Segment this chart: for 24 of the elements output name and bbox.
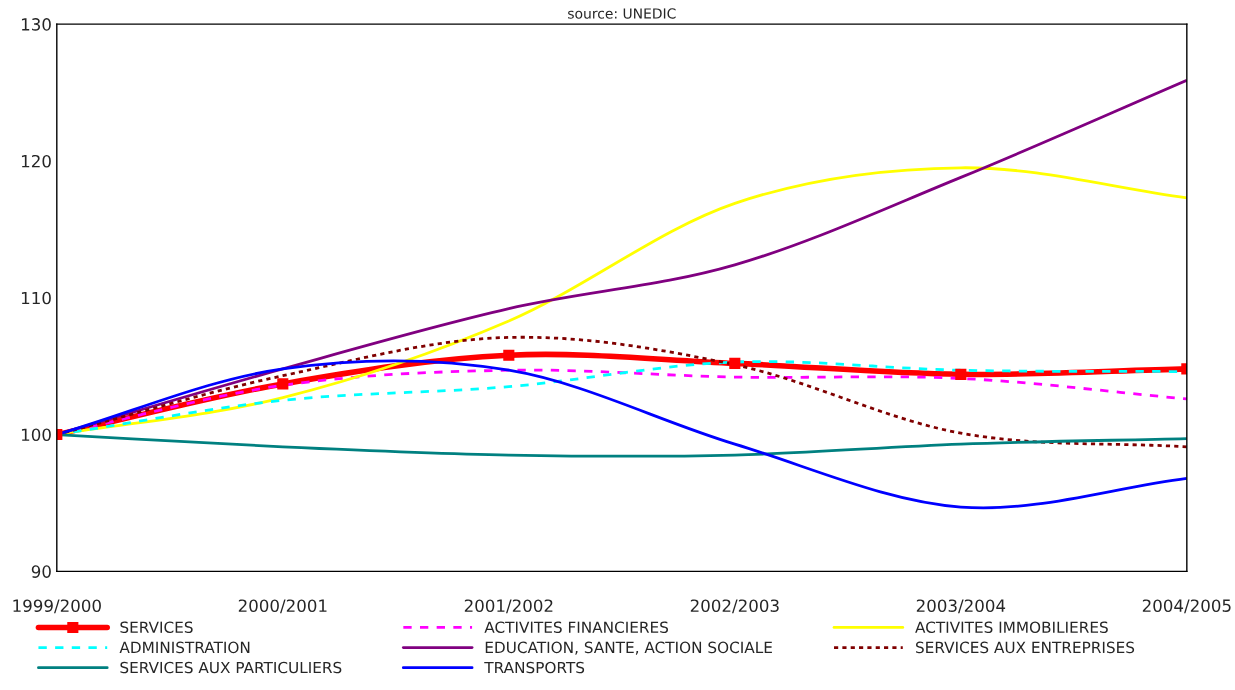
point [277,378,289,390]
point [503,349,515,361]
point [729,357,741,369]
x-tick-label: 2004/2005 [1142,599,1231,614]
x-tick-label: 2000/2001 [238,599,327,614]
x-tick-label: 1999/2000 [13,599,101,614]
legend-label: EDUCATION, SANTE, ACTION SOCIALE [485,641,772,655]
x-tick-label: 2001/2002 [464,599,553,614]
y-tick-label: 120 [21,154,51,168]
point [955,368,967,380]
legend-label: SERVICES AUX ENTREPRISES [916,641,1135,654]
y-tick-label: 110 [21,291,51,305]
source-note: source: UNEDIC [568,8,676,19]
y-tick-label: 130 [21,18,51,31]
legend-label: ADMINISTRATION [119,641,250,654]
legend-label: TRANSPORTS [484,661,585,674]
x-tick-label: 2003/2004 [916,599,1006,614]
y-tick-label: 100 [21,428,51,442]
legend-label: SERVICES AUX PARTICULIERS [120,661,342,674]
x-tick-label: 2002/2003 [690,599,779,614]
y-tick-label: 90 [31,565,51,578]
legend-label: ACTIVITES FINANCIERES [484,621,669,634]
legend-label: ACTIVITES IMMOBILIERES [915,621,1108,634]
legend-label: SERVICES [120,621,193,634]
